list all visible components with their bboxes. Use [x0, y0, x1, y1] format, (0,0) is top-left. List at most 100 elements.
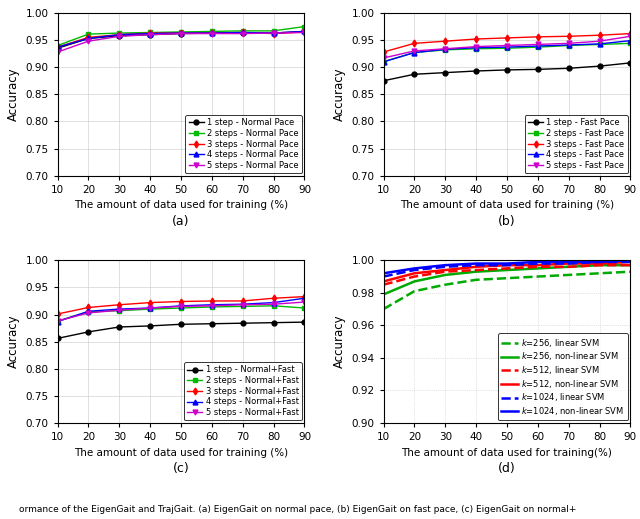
1 step - Normal+Fast — [147, 323, 154, 329]
4 steps - Normal Pace — [270, 30, 278, 36]
3 steps - Normal+Fast — [177, 298, 185, 305]
4 steps - Fast Pace — [472, 45, 480, 51]
Legend: 1 step - Normal Pace, 2 steps - Normal Pace, 3 steps - Normal Pace, 4 steps - No: 1 step - Normal Pace, 2 steps - Normal P… — [185, 115, 302, 173]
$k$=256, linear SVM — [627, 268, 634, 275]
$k$=1024, linear SVM — [472, 262, 480, 268]
5 steps - Normal Pace — [177, 31, 185, 37]
4 steps - Fast Pace — [596, 41, 604, 47]
$k$=1024, linear SVM — [565, 261, 573, 267]
$k$=1024, linear SVM — [442, 264, 449, 270]
1 step - Normal+Fast — [54, 335, 61, 342]
Line: 3 steps - Normal+Fast: 3 steps - Normal+Fast — [55, 294, 307, 317]
3 steps - Normal Pace — [84, 34, 92, 40]
$k$=256, linear SVM — [503, 275, 511, 281]
$k$=512, non-linear SVM — [596, 261, 604, 267]
1 step - Normal Pace — [115, 33, 123, 39]
1 step - Fast Pace — [596, 63, 604, 69]
Text: (b): (b) — [498, 214, 516, 228]
Y-axis label: Accuracy: Accuracy — [7, 67, 20, 121]
3 steps - Normal+Fast — [239, 298, 246, 304]
4 steps - Normal Pace — [239, 30, 246, 36]
3 steps - Normal Pace — [239, 30, 246, 36]
Line: $k$=512, non-linear SVM: $k$=512, non-linear SVM — [383, 262, 630, 281]
$k$=256, linear SVM — [442, 282, 449, 288]
Line: $k$=256, non-linear SVM: $k$=256, non-linear SVM — [383, 265, 630, 294]
5 steps - Normal+Fast — [301, 299, 308, 305]
5 steps - Normal Pace — [239, 31, 246, 37]
2 steps - Normal+Fast — [301, 305, 308, 311]
Text: (d): (d) — [498, 462, 516, 475]
1 step - Fast Pace — [442, 70, 449, 76]
2 steps - Normal+Fast — [84, 309, 92, 315]
$k$=1024, linear SVM — [410, 267, 418, 273]
1 step - Normal+Fast — [270, 320, 278, 326]
3 steps - Fast Pace — [442, 38, 449, 44]
Text: (c): (c) — [173, 462, 189, 475]
$k$=1024, linear SVM — [596, 259, 604, 265]
Line: 4 steps - Normal Pace: 4 steps - Normal Pace — [55, 29, 307, 50]
$k$=512, linear SVM — [503, 265, 511, 271]
4 steps - Normal Pace — [301, 29, 308, 35]
3 steps - Fast Pace — [410, 40, 418, 47]
5 steps - Fast Pace — [627, 33, 634, 39]
$k$=512, non-linear SVM — [380, 278, 387, 284]
Line: 2 steps - Normal+Fast: 2 steps - Normal+Fast — [55, 304, 307, 323]
4 steps - Normal Pace — [147, 31, 154, 37]
$k$=1024, linear SVM — [503, 262, 511, 268]
1 step - Normal+Fast — [239, 320, 246, 326]
5 steps - Fast Pace — [596, 38, 604, 44]
4 steps - Fast Pace — [442, 46, 449, 52]
1 step - Fast Pace — [380, 78, 387, 84]
X-axis label: The amount of data used for training (%): The amount of data used for training (%) — [74, 200, 288, 210]
2 steps - Normal Pace — [239, 28, 246, 34]
5 steps - Fast Pace — [380, 55, 387, 61]
3 steps - Normal Pace — [177, 30, 185, 36]
5 steps - Fast Pace — [503, 43, 511, 49]
Line: 2 steps - Fast Pace: 2 steps - Fast Pace — [381, 41, 633, 64]
X-axis label: The amount of data used for training(%): The amount of data used for training(%) — [401, 447, 612, 458]
1 step - Fast Pace — [503, 67, 511, 73]
$k$=512, non-linear SVM — [442, 267, 449, 273]
$k$=256, non-linear SVM — [503, 267, 511, 273]
5 steps - Fast Pace — [442, 46, 449, 52]
5 steps - Fast Pace — [565, 40, 573, 47]
Line: 5 steps - Normal Pace: 5 steps - Normal Pace — [55, 30, 307, 54]
5 steps - Normal+Fast — [239, 302, 246, 308]
3 steps - Normal+Fast — [84, 304, 92, 310]
$k$=1024, non-linear SVM — [442, 262, 449, 268]
2 steps - Normal+Fast — [208, 304, 216, 310]
5 steps - Normal Pace — [84, 38, 92, 44]
5 steps - Normal Pace — [270, 30, 278, 36]
Line: 4 steps - Fast Pace: 4 steps - Fast Pace — [381, 38, 633, 64]
3 steps - Fast Pace — [534, 34, 541, 40]
3 steps - Normal+Fast — [54, 311, 61, 317]
5 steps - Fast Pace — [534, 42, 541, 48]
Y-axis label: Accuracy: Accuracy — [7, 315, 20, 368]
3 steps - Normal+Fast — [301, 294, 308, 300]
4 steps - Fast Pace — [380, 59, 387, 65]
Line: 3 steps - Fast Pace: 3 steps - Fast Pace — [381, 31, 633, 54]
4 steps - Normal Pace — [208, 30, 216, 36]
$k$=256, non-linear SVM — [442, 272, 449, 278]
Line: 2 steps - Normal Pace: 2 steps - Normal Pace — [55, 24, 307, 48]
$k$=512, linear SVM — [534, 264, 541, 270]
2 steps - Normal+Fast — [147, 306, 154, 312]
1 step - Normal Pace — [84, 35, 92, 42]
Legend: 1 step - Fast Pace, 2 steps - Fast Pace, 3 steps - Fast Pace, 4 steps - Fast Pac: 1 step - Fast Pace, 2 steps - Fast Pace,… — [525, 115, 628, 173]
$k$=256, non-linear SVM — [380, 291, 387, 297]
$k$=256, linear SVM — [410, 288, 418, 294]
5 steps - Normal+Fast — [115, 307, 123, 313]
3 steps - Fast Pace — [472, 36, 480, 42]
$k$=512, non-linear SVM — [627, 259, 634, 265]
1 step - Normal Pace — [239, 30, 246, 36]
2 steps - Fast Pace — [472, 46, 480, 52]
1 step - Normal Pace — [208, 30, 216, 36]
Y-axis label: Accuracy: Accuracy — [333, 67, 346, 121]
4 steps - Normal+Fast — [84, 308, 92, 315]
$k$=512, non-linear SVM — [534, 262, 541, 268]
$k$=1024, linear SVM — [534, 261, 541, 267]
1 step - Fast Pace — [565, 65, 573, 72]
4 steps - Fast Pace — [503, 44, 511, 50]
2 steps - Normal Pace — [270, 28, 278, 34]
2 steps - Normal+Fast — [54, 318, 61, 324]
